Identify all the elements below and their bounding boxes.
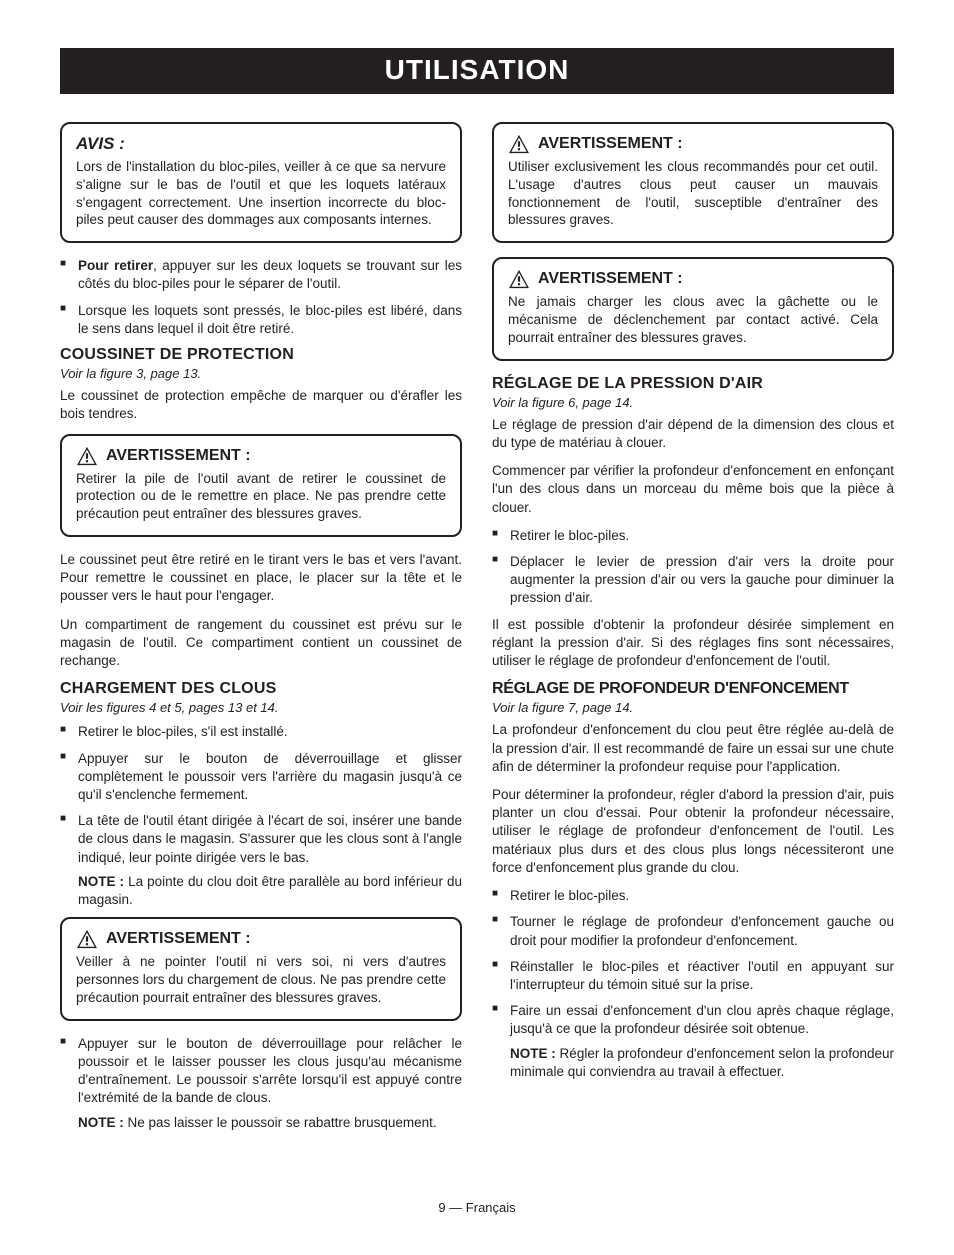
note-label: NOTE : [510,1046,556,1061]
note: NOTE : La pointe du clou doit être paral… [78,873,462,909]
warning-heading: AVERTISSEMENT : [76,446,446,466]
paragraph: Pour déterminer la profondeur, régler d'… [492,786,894,877]
note-label: NOTE : [78,1115,124,1130]
section-heading: CHARGEMENT DES CLOUS [60,680,462,698]
text: Faire un essai d'enfoncement d'un clou a… [510,1003,894,1036]
paragraph: Le réglage de pression d'air dépend de l… [492,416,894,452]
figure-reference: Voir la figure 7, page 14. [492,700,894,715]
warning-label: AVERTISSEMENT : [106,447,251,465]
warning-icon [76,929,98,949]
release-list: Appuyer sur le bouton de déverrouillage … [60,1035,462,1132]
list-item: Faire un essai d'enfoncement d'un clou a… [492,1002,894,1081]
paragraph: Un compartiment de rangement du coussine… [60,616,462,671]
warning-icon [508,269,530,289]
list-item: Réinstaller le bloc-piles et réactiver l… [492,958,894,994]
list-item: Lorsque les loquets sont pressés, le blo… [60,302,462,338]
page: UTILISATION AVIS : Lors de l'installatio… [0,0,954,1255]
right-column: AVERTISSEMENT : Utiliser exclusivement l… [492,122,894,1140]
list-item: Pour retirer, appuyer sur les deux loque… [60,257,462,293]
paragraph: Le coussinet peut être retiré en le tira… [60,551,462,606]
warning-body: Utiliser exclusivement les clous recomma… [508,158,878,229]
page-footer: 9 — Français [60,1200,894,1215]
warning-label: AVERTISSEMENT : [538,135,683,153]
note-body: Ne pas laisser le poussoir se rabattre b… [124,1115,437,1130]
figure-reference: Voir les figures 4 et 5, pages 13 et 14. [60,700,462,715]
list-item: Tourner le réglage de profondeur d'enfon… [492,913,894,949]
paragraph: Commencer par vérifier la profondeur d'e… [492,462,894,517]
warning-box: AVERTISSEMENT : Ne jamais charger les cl… [492,257,894,360]
warning-icon [508,134,530,154]
warning-label: AVERTISSEMENT : [538,270,683,288]
list-item: La tête de l'outil étant dirigée à l'éca… [60,812,462,909]
paragraph: La profondeur d'enfoncement du clou peut… [492,721,894,776]
page-title: UTILISATION [60,48,894,94]
section-heading: RÉGLAGE DE LA PRESSION D'AIR [492,375,894,393]
text: Appuyer sur le bouton de déverrouillage … [78,1036,462,1106]
warning-heading: AVERTISSEMENT : [508,134,878,154]
avis-heading: AVIS : [76,134,446,154]
warning-body: Retirer la pile de l'outil avant de reti… [76,470,446,523]
section-heading: RÉGLAGE DE PROFONDEUR D'ENFONCEMENT [492,680,894,698]
figure-reference: Voir la figure 6, page 14. [492,395,894,410]
strong-text: Pour retirer [78,258,153,273]
columns: AVIS : Lors de l'installation du bloc-pi… [60,122,894,1140]
left-column: AVIS : Lors de l'installation du bloc-pi… [60,122,462,1140]
avis-body: Lors de l'installation du bloc-piles, ve… [76,158,446,229]
warning-body: Veiller à ne pointer l'outil ni vers soi… [76,953,446,1006]
note-label: NOTE : [78,874,124,889]
list-item: Retirer le bloc-piles. [492,527,894,545]
list-item: Déplacer le levier de pression d'air ver… [492,553,894,608]
warning-box: AVERTISSEMENT : Utiliser exclusivement l… [492,122,894,243]
list-item: Appuyer sur le bouton de déverrouillage … [60,750,462,805]
battery-remove-list: Pour retirer, appuyer sur les deux loque… [60,257,462,338]
paragraph: Il est possible d'obtenir la profondeur … [492,616,894,671]
section-heading: COUSSINET DE PROTECTION [60,346,462,364]
note-body: La pointe du clou doit être parallèle au… [78,874,462,907]
note-body: Régler la profondeur d'enfoncement selon… [510,1046,894,1079]
avis-box: AVIS : Lors de l'installation du bloc-pi… [60,122,462,243]
list-item: Retirer le bloc-piles, s'il est installé… [60,723,462,741]
warning-body: Ne jamais charger les clous avec la gâch… [508,293,878,346]
air-pressure-list: Retirer le bloc-piles. Déplacer le levie… [492,527,894,608]
loading-list: Retirer le bloc-piles, s'il est installé… [60,723,462,909]
paragraph: Le coussinet de protection empêche de ma… [60,387,462,423]
list-item: Retirer le bloc-piles. [492,887,894,905]
warning-heading: AVERTISSEMENT : [76,929,446,949]
figure-reference: Voir la figure 3, page 13. [60,366,462,381]
note: NOTE : Ne pas laisser le poussoir se rab… [78,1114,462,1132]
list-item: Appuyer sur le bouton de déverrouillage … [60,1035,462,1132]
warning-label: AVERTISSEMENT : [106,930,251,948]
warning-heading: AVERTISSEMENT : [508,269,878,289]
warning-box: AVERTISSEMENT : Veiller à ne pointer l'o… [60,917,462,1020]
text: La tête de l'outil étant dirigée à l'éca… [78,813,462,864]
depth-list: Retirer le bloc-piles. Tourner le réglag… [492,887,894,1081]
warning-box: AVERTISSEMENT : Retirer la pile de l'out… [60,434,462,537]
note: NOTE : Régler la profondeur d'enfoncemen… [510,1045,894,1081]
warning-icon [76,446,98,466]
